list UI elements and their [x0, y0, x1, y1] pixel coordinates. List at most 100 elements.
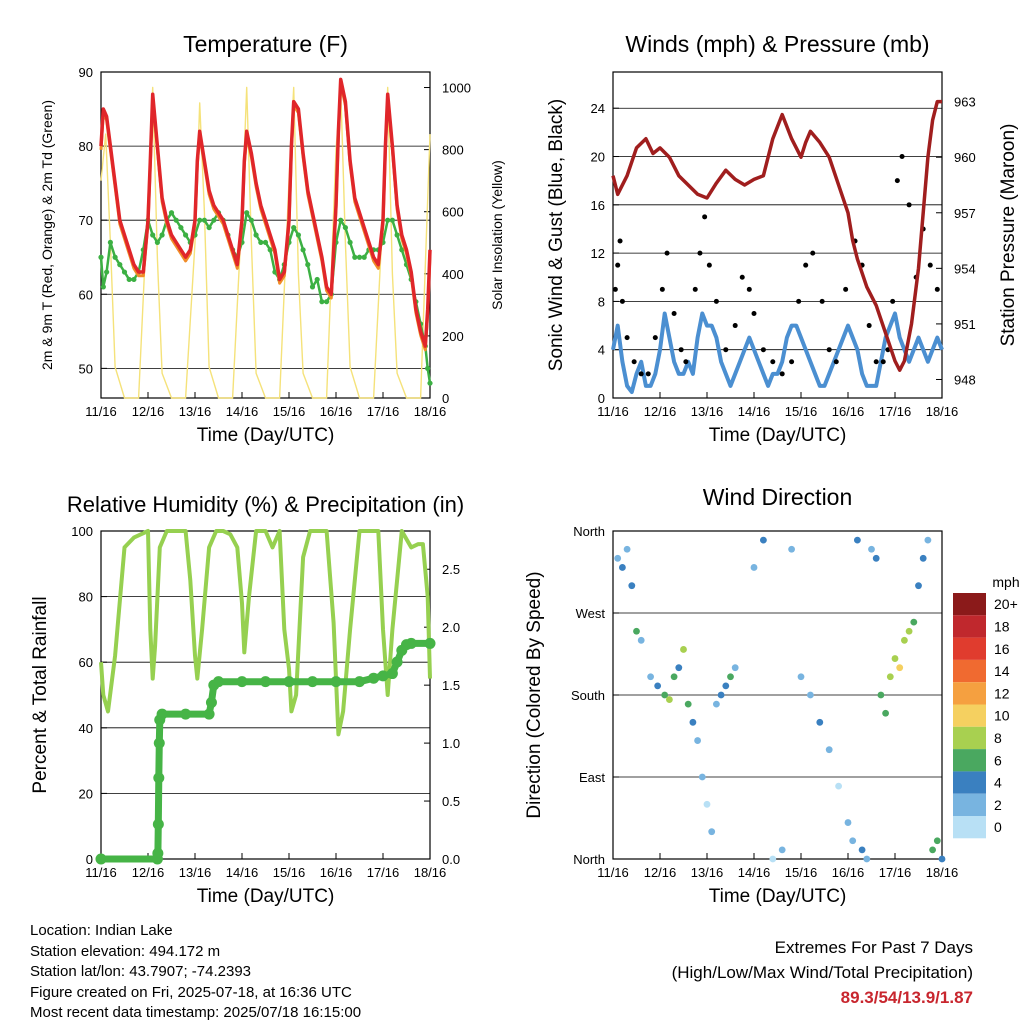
legend-label: 12: [994, 685, 1010, 701]
y-tick-label: 80: [79, 590, 93, 605]
legend-swatch: [953, 615, 986, 638]
y-tick-label: North: [573, 852, 605, 867]
point-direction: [882, 709, 889, 717]
point-precip: [424, 637, 436, 649]
point-precip: [153, 772, 165, 784]
point-gust: [739, 274, 745, 280]
point-direction: [680, 646, 687, 653]
x-axis-label: Time (Day/UTC): [197, 886, 335, 907]
point-direction: [891, 655, 899, 662]
y2-tick-label: 200: [442, 329, 464, 344]
point-direction: [858, 846, 866, 854]
y-tick-label: 20: [591, 150, 605, 165]
point-precip: [368, 672, 380, 684]
series-rh: [99, 529, 432, 737]
point-precip: [152, 818, 164, 830]
legend-label: 18: [994, 618, 1010, 634]
point-gust: [624, 335, 630, 341]
y-tick-label: 0: [86, 852, 93, 867]
point-gust: [678, 347, 684, 353]
station-info: Location: Indian Lake Station elevation:…: [30, 921, 361, 1024]
point-direction: [694, 737, 701, 744]
y-tick-label: 70: [79, 213, 93, 228]
point-precip: [386, 668, 398, 680]
x-tick-label: 11/16: [597, 865, 629, 880]
x-tick-label: 11/16: [597, 404, 629, 419]
y-tick-label: 20: [79, 786, 93, 801]
y2-tick-label: 1.5: [442, 678, 460, 693]
x-tick-label: 15/16: [785, 404, 818, 419]
point-direction: [938, 855, 946, 863]
x-tick-label: 12/16: [132, 865, 165, 880]
point-gust: [659, 286, 665, 292]
legend-swatch: [953, 749, 986, 772]
legend-title: mph: [992, 574, 1019, 590]
y2-axis-label-solar: Solar Insolation (Yellow): [489, 160, 505, 310]
point-precip: [307, 676, 318, 688]
point-direction: [654, 682, 662, 690]
point-direction: [731, 664, 739, 672]
point-direction: [637, 636, 645, 644]
point-gust: [789, 359, 795, 365]
point-gust: [617, 238, 623, 244]
point-direction: [807, 691, 814, 699]
y2-tick-label: 400: [442, 267, 464, 282]
point-gust: [692, 286, 698, 292]
point-precip: [236, 676, 248, 688]
x-tick-label: 17/16: [367, 404, 400, 419]
point-direction: [623, 545, 631, 553]
legend-swatch: [953, 637, 986, 660]
point-gust: [906, 202, 912, 208]
point-gust: [934, 286, 940, 292]
point-precip: [354, 676, 365, 688]
y2-tick-label: 2.5: [442, 562, 460, 577]
legend-swatch: [953, 726, 986, 750]
y2-tick-label: 951: [954, 317, 976, 332]
legend-label: 20+: [994, 596, 1018, 612]
legend-swatch: [953, 793, 986, 816]
y-tick-label: 90: [79, 65, 93, 80]
point-direction: [905, 627, 913, 635]
point-gust: [683, 359, 689, 365]
y-tick-label: 60: [79, 655, 93, 670]
point-direction: [661, 691, 669, 699]
series-pressure: [611, 99, 942, 372]
y-tick-label: South: [571, 688, 605, 703]
point-direction: [788, 545, 795, 553]
point-gust: [631, 359, 637, 365]
x-tick-label: 16/16: [832, 404, 865, 419]
point-direction: [797, 673, 805, 681]
y2-tick-label: 963: [954, 95, 976, 110]
point-precip: [283, 676, 295, 688]
y2-tick-label: 0.0: [442, 852, 460, 867]
x-tick-label: 13/16: [179, 404, 212, 419]
chart-title-rh-precip: Relative Humidity (%) & Precipitation (i…: [67, 492, 464, 517]
point-direction: [698, 773, 706, 781]
point-direction: [647, 673, 654, 681]
point-direction: [722, 682, 730, 690]
x-tick-label: 13/16: [691, 404, 724, 419]
x-tick-label: 13/16: [691, 865, 724, 880]
point-direction: [849, 837, 857, 845]
point-direction: [929, 846, 936, 854]
y-tick-label: East: [579, 770, 605, 785]
point-gust: [713, 298, 719, 304]
x-tick-label: 12/16: [644, 865, 677, 880]
series-temp-2m: [99, 77, 432, 348]
chart-title-winds: Winds (mph) & Pressure (mb): [625, 31, 929, 57]
point-gust: [732, 323, 738, 329]
point-direction: [886, 673, 894, 681]
y2-tick-label: 957: [954, 206, 976, 221]
point-direction: [689, 718, 697, 726]
legend-label: 2: [994, 797, 1002, 813]
point-gust: [880, 359, 886, 365]
point-direction: [910, 618, 918, 626]
point-precip: [203, 708, 215, 720]
legend-swatch: [953, 816, 986, 839]
point-direction: [863, 855, 871, 863]
y-tick-label: 60: [79, 287, 93, 302]
point-direction: [703, 800, 711, 808]
point-gust: [751, 310, 757, 316]
y-axis-label-direction: Direction (Colored By Speed): [524, 571, 545, 818]
point-precip: [153, 737, 165, 749]
